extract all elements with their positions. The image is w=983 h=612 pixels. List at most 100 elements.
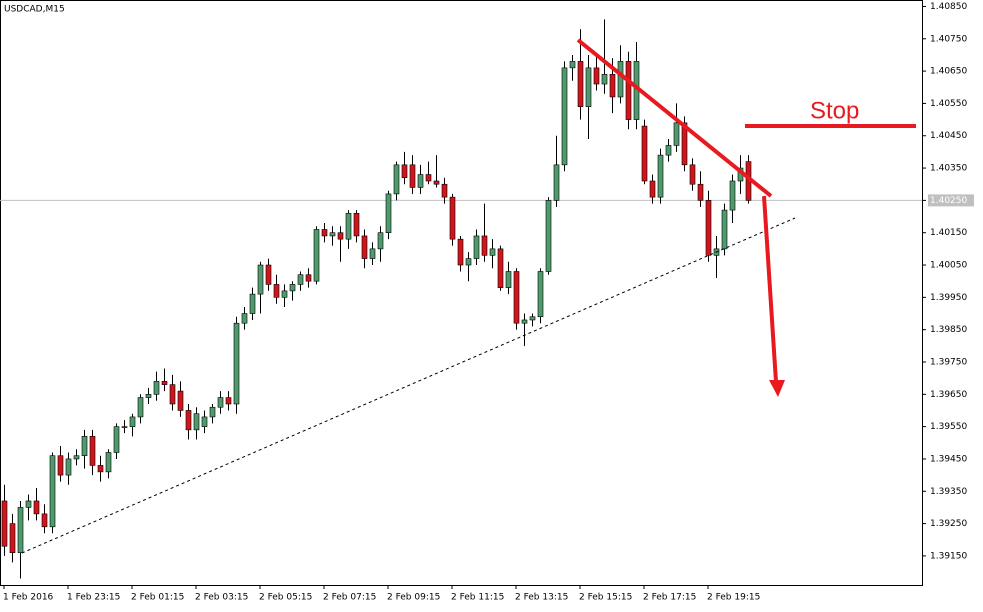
x-tick-label: 2 Feb 03:15 — [195, 593, 248, 603]
resistance-line — [576, 38, 773, 198]
candle-body — [497, 248, 504, 288]
candle-body — [73, 455, 80, 460]
candle-body — [513, 271, 520, 324]
candle-body — [297, 274, 304, 285]
y-tick-label: 1.40350 — [930, 164, 967, 174]
y-tick-label: 1.39150 — [930, 551, 967, 561]
candle-body — [345, 213, 352, 240]
candle-body — [625, 61, 632, 120]
candle-body — [33, 500, 40, 515]
candle-body — [649, 180, 656, 198]
candle-body — [121, 426, 128, 428]
candle-body — [681, 122, 688, 166]
candle-body — [49, 455, 56, 528]
y-tick-label: 1.40150 — [930, 228, 967, 238]
candle-body — [225, 397, 232, 405]
y-tick-label: 1.39750 — [930, 357, 967, 367]
candle-body — [129, 416, 136, 427]
candle-body — [561, 67, 568, 166]
candle-body — [337, 232, 344, 240]
candle-body — [9, 523, 16, 553]
arrow-shaft — [762, 195, 778, 383]
candle-body — [673, 122, 680, 146]
x-tick-label: 2 Feb 15:15 — [579, 593, 632, 603]
candle-body — [553, 164, 560, 201]
candle-body — [137, 397, 144, 418]
candle-body — [217, 397, 224, 408]
y-tick-label: 1.40250 — [930, 196, 967, 206]
candle-body — [321, 229, 328, 237]
y-tick-label: 1.40850 — [930, 2, 967, 12]
x-tick-label: 2 Feb 13:15 — [515, 593, 568, 603]
candle-body — [473, 235, 480, 259]
candle-body — [529, 316, 536, 321]
candle-body — [697, 183, 704, 201]
x-tick-label: 2 Feb 01:15 — [131, 593, 184, 603]
candle-body — [41, 513, 48, 528]
candle-body — [25, 500, 32, 508]
candle-body — [145, 394, 152, 398]
x-tick-label: 2 Feb 05:15 — [259, 593, 312, 603]
candle-body — [377, 232, 384, 250]
candle-body — [161, 381, 168, 385]
candle-body — [313, 229, 320, 282]
trend-line — [21, 217, 796, 554]
y-tick-label: 1.40050 — [930, 261, 967, 271]
y-tick-label: 1.39850 — [930, 325, 967, 335]
candle-body — [593, 67, 600, 85]
candle-body — [361, 235, 368, 259]
candle-body — [441, 183, 448, 198]
candle-body — [289, 284, 296, 292]
bid-label-box — [928, 194, 974, 207]
candle-body — [641, 125, 648, 182]
candle-body — [577, 61, 584, 107]
candle-body — [257, 264, 264, 295]
candle-body — [705, 200, 712, 256]
arrow-head — [769, 380, 785, 397]
candle-body — [353, 213, 360, 237]
y-tick-label: 1.40650 — [930, 67, 967, 77]
candle-body — [1, 500, 8, 547]
candle-body — [433, 180, 440, 185]
x-tick-label: 1 Feb 23:15 — [67, 593, 120, 603]
candle-body — [489, 248, 496, 256]
candle-body — [169, 384, 176, 405]
candle-body — [569, 61, 576, 69]
candle-body — [545, 200, 552, 272]
candle-body — [393, 164, 400, 195]
candle-body — [17, 507, 24, 553]
candle-body — [585, 67, 592, 107]
y-tick-label: 1.40550 — [930, 99, 967, 109]
y-tick-label: 1.39250 — [930, 519, 967, 529]
candle-body — [425, 174, 432, 182]
candle-body — [153, 381, 160, 395]
y-tick-label: 1.40750 — [930, 34, 967, 44]
candle-body — [201, 416, 208, 427]
candle-body — [609, 74, 616, 98]
candle-body — [601, 74, 608, 85]
x-tick-label: 2 Feb 11:15 — [451, 593, 504, 603]
candle-body — [617, 61, 624, 98]
candle-body — [65, 458, 72, 476]
candle-body — [249, 293, 256, 314]
candle-body — [281, 290, 288, 298]
candle-body — [721, 209, 728, 250]
candle-body — [113, 426, 120, 453]
candle-body — [409, 164, 416, 188]
x-tick-label: 2 Feb 07:15 — [323, 593, 376, 603]
candle-body — [457, 238, 464, 266]
y-tick-label: 1.39450 — [930, 454, 967, 464]
candle-body — [369, 248, 376, 259]
candle-body — [193, 413, 200, 431]
x-tick-label: 2 Feb 09:15 — [387, 593, 440, 603]
candle-body — [401, 164, 408, 179]
candle-body — [729, 180, 736, 211]
y-tick-label: 1.39550 — [930, 422, 967, 432]
candle-body — [233, 322, 240, 405]
candle-body — [81, 436, 88, 457]
x-tick-label: 1 Feb 2016 — [3, 593, 54, 603]
stop-label: Stop — [810, 97, 859, 124]
candle-body — [97, 465, 104, 473]
